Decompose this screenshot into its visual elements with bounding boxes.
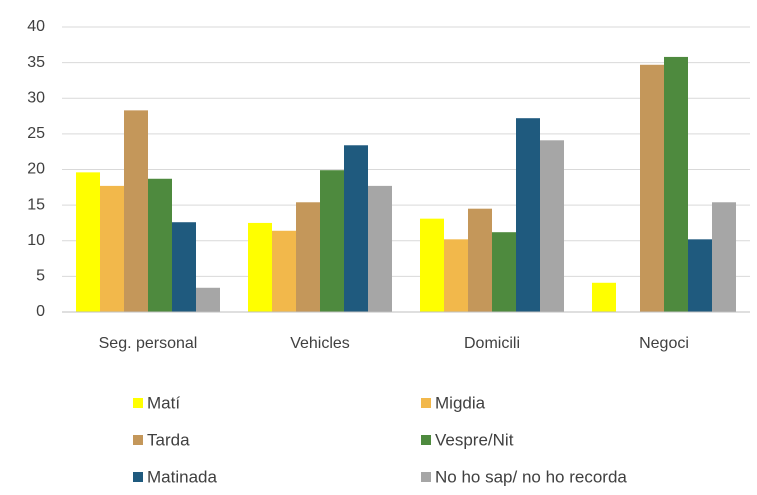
bar: [444, 239, 468, 312]
bar: [148, 178, 172, 312]
x-tick-label: Domicili: [464, 335, 520, 352]
legend-label: Tarda: [147, 430, 190, 449]
bar: [196, 287, 220, 312]
y-tick-label: 30: [27, 89, 45, 106]
legend-swatch: [133, 398, 143, 408]
bar: [688, 239, 712, 312]
bar: [664, 56, 688, 312]
legend-label: Vespre/Nit: [435, 430, 514, 449]
legend-label: Matí: [147, 393, 180, 412]
legend-swatch: [133, 435, 143, 445]
bar: [712, 202, 736, 312]
legend-label: Migdia: [435, 393, 486, 412]
y-tick-label: 25: [27, 125, 45, 142]
bar: [344, 145, 368, 312]
y-tick-label: 35: [27, 54, 45, 71]
y-tick-label: 40: [27, 18, 45, 35]
x-tick-label: Seg. personal: [99, 335, 198, 352]
bar: [76, 172, 100, 312]
bar: [540, 140, 564, 312]
legend-swatch: [421, 435, 431, 445]
legend-swatch: [421, 398, 431, 408]
bar: [248, 222, 272, 312]
y-tick-label: 10: [27, 232, 45, 249]
legend-swatch: [421, 472, 431, 482]
bar: [420, 218, 444, 312]
y-tick-label: 20: [27, 161, 45, 178]
bar: [296, 202, 320, 312]
y-tick-label: 5: [36, 268, 45, 285]
bar: [592, 282, 616, 312]
bar: [320, 170, 344, 312]
bar: [492, 232, 516, 312]
bar: [100, 185, 124, 312]
bar: [640, 64, 664, 312]
x-tick-label: Negoci: [639, 335, 689, 352]
bar: [272, 230, 296, 312]
legend-swatch: [133, 472, 143, 482]
legend-label: No ho sap/ no ho recorda: [435, 467, 627, 486]
bar: [468, 208, 492, 312]
bar: [368, 185, 392, 312]
y-tick-label: 15: [27, 196, 45, 213]
x-tick-label: Vehicles: [290, 335, 350, 352]
bar: [124, 110, 148, 312]
y-tick-label: 0: [36, 303, 45, 320]
bar: [516, 118, 540, 312]
legend-label: Matinada: [147, 467, 217, 486]
bar: [172, 222, 196, 312]
